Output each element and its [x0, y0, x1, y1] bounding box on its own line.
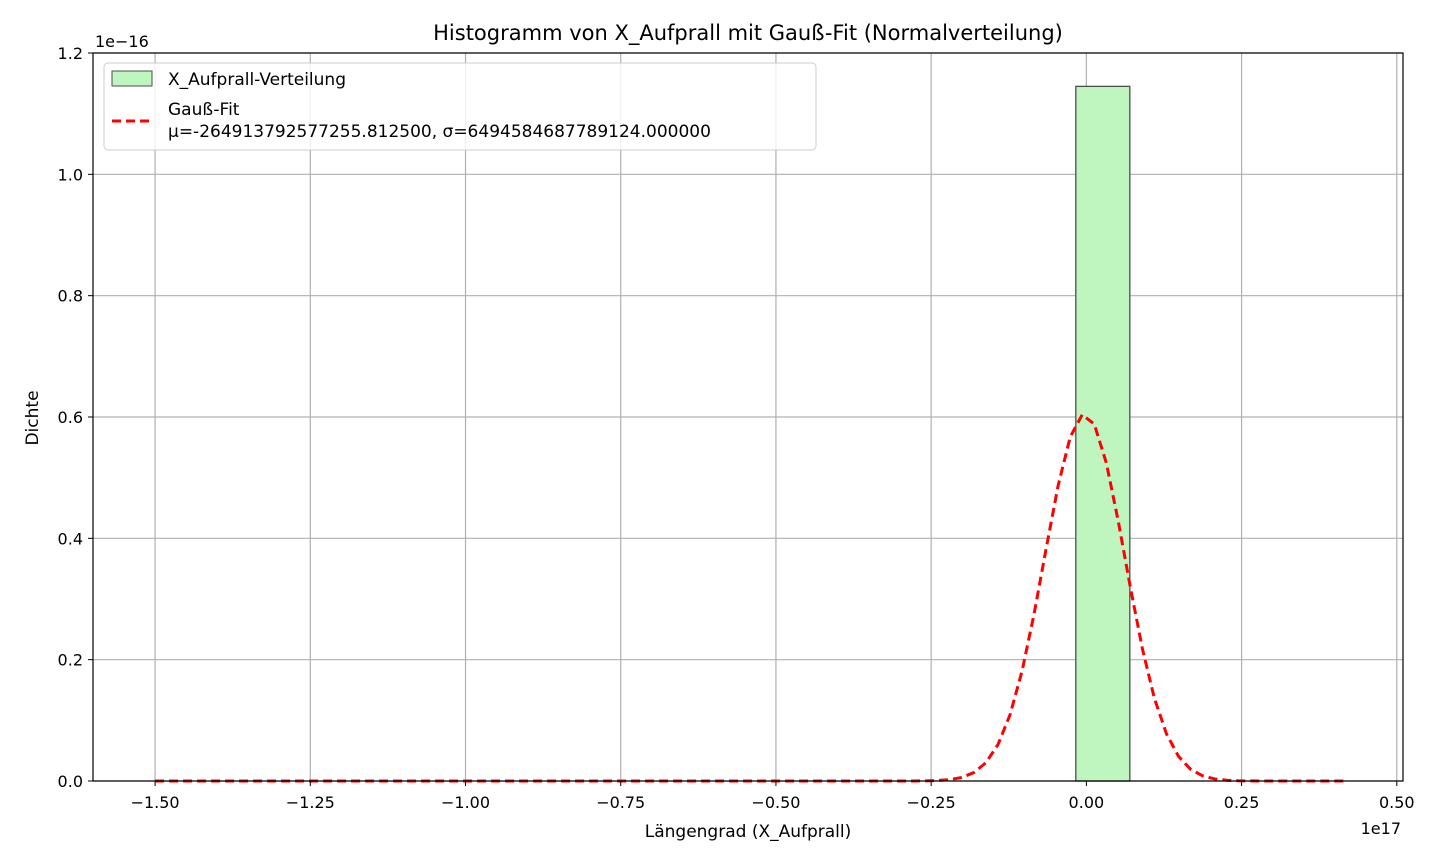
legend-label-fit: Gauß-Fit: [168, 100, 240, 120]
legend-label-histogram: X_Aufprall-Verteilung: [168, 70, 346, 90]
y-tick-label: 1.0: [58, 165, 83, 184]
y-tick-label: 1.2: [58, 44, 83, 63]
y-offset-label: 1e−16: [95, 32, 149, 51]
legend: X_Aufprall-Verteilung Gauß-Fit μ=-264913…: [103, 62, 817, 151]
y-axis-label: Dichte: [23, 390, 43, 445]
y-tick-label: 0.2: [58, 651, 83, 670]
x-tick-label: 0.00: [1069, 793, 1105, 812]
x-offset-label: 1e17: [1361, 819, 1401, 838]
y-tick-label: 0.0: [58, 772, 83, 791]
histogram-bars: [1075, 85, 1131, 782]
x-tick-label: −1.00: [441, 793, 490, 812]
y-tick-label: 0.6: [58, 408, 83, 427]
legend-bar-swatch: [111, 70, 153, 87]
chart-title: Histogramm von X_Aufprall mit Gauß-Fit (…: [433, 21, 1063, 46]
axis-ticks: −1.50 −1.25 −1.00 −0.75 −0.50 −0.25 0.00 0.25 0.…: [58, 44, 1415, 812]
x-tick-label: 0.50: [1379, 793, 1415, 812]
x-tick-label: −0.50: [751, 793, 800, 812]
y-tick-label: 0.8: [58, 287, 83, 306]
x-tick-label: −1.25: [286, 793, 335, 812]
legend-box: [103, 62, 817, 151]
y-tick-label: 0.4: [58, 529, 83, 548]
x-tick-label: −0.25: [907, 793, 956, 812]
x-axis-label: Längengrad (X_Aufprall): [645, 822, 852, 842]
x-tick-label: −1.50: [131, 793, 180, 812]
x-tick-label: 0.25: [1224, 793, 1260, 812]
legend-label-fit-params: μ=-264913792577255.812500, σ=64945846877…: [168, 122, 711, 142]
histogram-bar: [1075, 85, 1131, 782]
x-tick-label: −0.75: [596, 793, 645, 812]
